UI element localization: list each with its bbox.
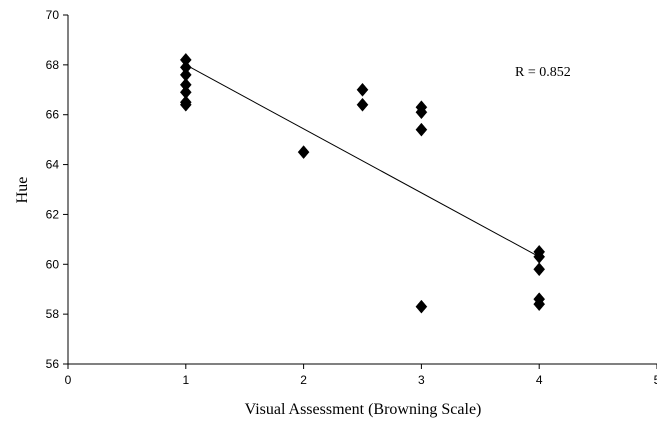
x-axis: 0 1 2 3 4 5: [65, 363, 657, 387]
data-point-diamond: [415, 122, 428, 137]
r-value-annotation: R = 0.852: [515, 65, 571, 80]
data-point-diamond: [533, 262, 546, 277]
data-points: [179, 52, 546, 314]
data-point-diamond: [179, 97, 192, 112]
data-point-diamond: [415, 105, 428, 120]
y-tick-label: 70: [46, 8, 60, 22]
y-axis-title: Hue: [14, 177, 31, 204]
y-tick-label: 58: [46, 307, 60, 321]
data-point-diamond: [356, 82, 369, 97]
data-point-diamond: [415, 299, 428, 314]
x-tick-label: 5: [654, 373, 657, 387]
data-point-diamond: [297, 145, 310, 159]
x-tick-label: 3: [418, 373, 425, 387]
x-tick-label: 0: [65, 373, 72, 387]
y-tick-label: 62: [46, 207, 60, 221]
y-axis: 56 58 60 62 64 66 68 70: [46, 8, 69, 371]
y-tick-label: 64: [46, 158, 60, 172]
trendline: [185, 64, 540, 258]
x-axis-title: Visual Assessment (Browning Scale): [245, 401, 482, 418]
y-tick-label: 56: [46, 357, 60, 371]
y-tick-label: 68: [46, 58, 60, 72]
x-tick-label: 2: [300, 373, 307, 387]
trendline-group: [185, 64, 540, 258]
x-tick-label: 1: [182, 373, 189, 387]
data-point-diamond: [356, 97, 369, 112]
y-tick-label: 60: [46, 257, 60, 271]
data-point-diamond: [533, 297, 546, 312]
x-tick-label: 4: [536, 373, 543, 387]
y-tick-label: 66: [46, 108, 60, 122]
